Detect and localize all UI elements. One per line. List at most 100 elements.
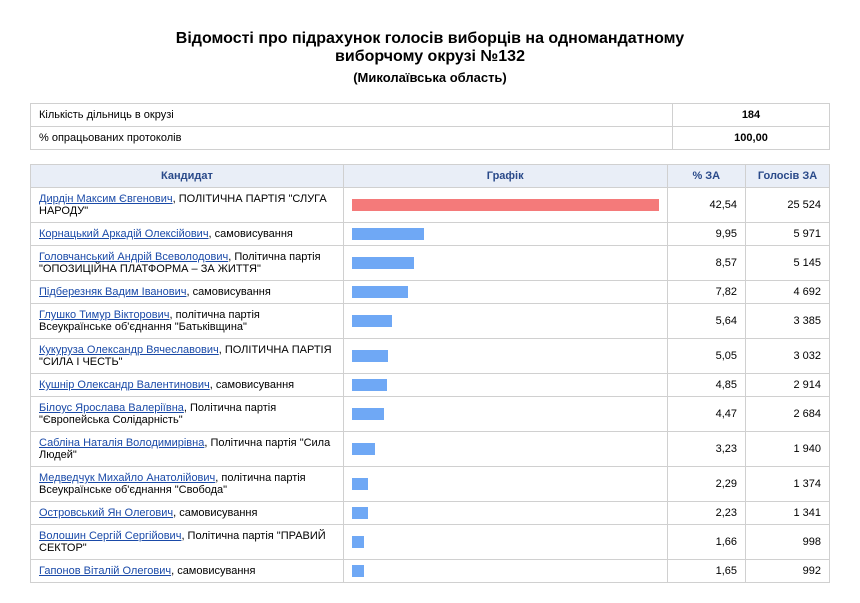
candidate-cell: Дирдін Максим Євгенович, ПОЛІТИЧНА ПАРТІ… bbox=[31, 188, 344, 223]
candidate-link[interactable]: Підберезняк Вадим Іванович bbox=[39, 286, 186, 298]
chart-cell bbox=[343, 281, 667, 304]
candidate-link[interactable]: Медведчук Михайло Анатолійович bbox=[39, 472, 215, 484]
summary-row-processed: % опрацьованих протоколів 100,00 bbox=[31, 127, 830, 150]
chart-cell bbox=[343, 467, 667, 502]
chart-cell bbox=[343, 246, 667, 281]
bar bbox=[352, 478, 369, 490]
candidate-link[interactable]: Головчанський Андрій Всеволодович bbox=[39, 251, 228, 263]
results-header-row: Кандидат Графік % ЗА Голосів ЗА bbox=[31, 165, 830, 188]
chart-cell bbox=[343, 432, 667, 467]
candidate-link[interactable]: Білоус Ярослава Валеріївна bbox=[39, 402, 184, 414]
candidate-cell: Гапонов Віталій Олегович, самовисування bbox=[31, 560, 344, 583]
candidate-cell: Островський Ян Олегович, самовисування bbox=[31, 502, 344, 525]
table-row: Островський Ян Олегович, самовисування 2,… bbox=[31, 502, 830, 525]
table-row: Кушнір Олександр Валентинович, самовисув… bbox=[31, 374, 830, 397]
title-line-2: виборчому окрузі №132 bbox=[335, 48, 525, 65]
pct-cell: 2,23 bbox=[667, 502, 745, 525]
votes-cell: 1 940 bbox=[746, 432, 830, 467]
page-subtitle: (Миколаївська область) bbox=[30, 70, 830, 85]
candidate-cell: Медведчук Михайло Анатолійович, політичн… bbox=[31, 467, 344, 502]
summary-value-processed: 100,00 bbox=[673, 127, 830, 150]
pct-cell: 5,05 bbox=[667, 339, 745, 374]
table-row: Головчанський Андрій Всеволодович, Політ… bbox=[31, 246, 830, 281]
candidate-link[interactable]: Сабліна Наталія Володимирівна bbox=[39, 437, 204, 449]
pct-cell: 4,85 bbox=[667, 374, 745, 397]
chart-cell bbox=[343, 397, 667, 432]
col-votes: Голосів ЗА bbox=[746, 165, 830, 188]
summary-label-processed: % опрацьованих протоколів bbox=[31, 127, 673, 150]
candidate-cell: Корнацький Аркадій Олексійович, самовису… bbox=[31, 223, 344, 246]
chart-cell bbox=[343, 304, 667, 339]
candidate-cell: Глушко Тимур Вікторович, політична парті… bbox=[31, 304, 344, 339]
col-pct: % ЗА bbox=[667, 165, 745, 188]
candidate-link[interactable]: Глушко Тимур Вікторович bbox=[39, 309, 170, 321]
summary-row-stations: Кількість дільниць в окрузі 184 bbox=[31, 104, 830, 127]
candidate-link[interactable]: Волошин Сергій Сергійович bbox=[39, 530, 181, 542]
candidate-cell: Підберезняк Вадим Іванович, самовисуванн… bbox=[31, 281, 344, 304]
table-row: Корнацький Аркадій Олексійович, самовису… bbox=[31, 223, 830, 246]
votes-cell: 3 385 bbox=[746, 304, 830, 339]
votes-cell: 3 032 bbox=[746, 339, 830, 374]
bar bbox=[352, 228, 424, 240]
bar bbox=[352, 408, 384, 420]
results-table: Кандидат Графік % ЗА Голосів ЗА Дирдін М… bbox=[30, 164, 830, 583]
candidate-link[interactable]: Корнацький Аркадій Олексійович bbox=[39, 228, 209, 240]
title-line-1: Відомості про підрахунок голосів виборці… bbox=[176, 30, 684, 47]
candidate-cell: Білоус Ярослава Валеріївна, Політична па… bbox=[31, 397, 344, 432]
pct-cell: 2,29 bbox=[667, 467, 745, 502]
candidate-party: , самовисування bbox=[210, 379, 294, 391]
votes-cell: 1 374 bbox=[746, 467, 830, 502]
summary-table: Кількість дільниць в окрузі 184 % опраць… bbox=[30, 103, 830, 150]
table-row: Білоус Ярослава Валеріївна, Політична па… bbox=[31, 397, 830, 432]
pct-cell: 9,95 bbox=[667, 223, 745, 246]
votes-cell: 998 bbox=[746, 525, 830, 560]
chart-cell bbox=[343, 560, 667, 583]
pct-cell: 4,47 bbox=[667, 397, 745, 432]
chart-cell bbox=[343, 339, 667, 374]
candidate-cell: Кукуруза Олександр Вячеславович, ПОЛІТИЧ… bbox=[31, 339, 344, 374]
votes-cell: 992 bbox=[746, 560, 830, 583]
table-row: Дирдін Максим Євгенович, ПОЛІТИЧНА ПАРТІ… bbox=[31, 188, 830, 223]
summary-label-stations: Кількість дільниць в окрузі bbox=[31, 104, 673, 127]
candidate-link[interactable]: Дирдін Максим Євгенович bbox=[39, 193, 173, 205]
table-row: Кукуруза Олександр Вячеславович, ПОЛІТИЧ… bbox=[31, 339, 830, 374]
col-chart: Графік bbox=[343, 165, 667, 188]
votes-cell: 1 341 bbox=[746, 502, 830, 525]
chart-cell bbox=[343, 223, 667, 246]
chart-cell bbox=[343, 502, 667, 525]
bar bbox=[352, 379, 387, 391]
candidate-link[interactable]: Кукуруза Олександр Вячеславович bbox=[39, 344, 219, 356]
bar bbox=[352, 507, 368, 519]
bar bbox=[352, 350, 388, 362]
bar bbox=[352, 286, 408, 298]
candidate-cell: Сабліна Наталія Володимирівна, Політична… bbox=[31, 432, 344, 467]
candidate-link[interactable]: Гапонов Віталій Олегович bbox=[39, 565, 171, 577]
bar bbox=[352, 257, 414, 269]
candidate-link[interactable]: Островський Ян Олегович bbox=[39, 507, 173, 519]
bar bbox=[352, 565, 364, 577]
pct-cell: 8,57 bbox=[667, 246, 745, 281]
table-row: Підберезняк Вадим Іванович, самовисуванн… bbox=[31, 281, 830, 304]
pct-cell: 1,65 bbox=[667, 560, 745, 583]
votes-cell: 2 684 bbox=[746, 397, 830, 432]
table-row: Гапонов Віталій Олегович, самовисування 1… bbox=[31, 560, 830, 583]
pct-cell: 7,82 bbox=[667, 281, 745, 304]
candidate-cell: Головчанський Андрій Всеволодович, Політ… bbox=[31, 246, 344, 281]
candidate-cell: Волошин Сергій Сергійович, Політична пар… bbox=[31, 525, 344, 560]
pct-cell: 42,54 bbox=[667, 188, 745, 223]
candidate-link[interactable]: Кушнір Олександр Валентинович bbox=[39, 379, 210, 391]
candidate-party: , самовисування bbox=[171, 565, 255, 577]
pct-cell: 5,64 bbox=[667, 304, 745, 339]
table-row: Сабліна Наталія Володимирівна, Політична… bbox=[31, 432, 830, 467]
candidate-party: , самовисування bbox=[173, 507, 257, 519]
candidate-party: , самовисування bbox=[186, 286, 270, 298]
votes-cell: 5 971 bbox=[746, 223, 830, 246]
bar bbox=[352, 199, 659, 211]
table-row: Глушко Тимур Вікторович, політична парті… bbox=[31, 304, 830, 339]
summary-value-stations: 184 bbox=[673, 104, 830, 127]
bar bbox=[352, 536, 364, 548]
page-title: Відомості про підрахунок голосів виборці… bbox=[30, 30, 830, 66]
col-candidate: Кандидат bbox=[31, 165, 344, 188]
votes-cell: 5 145 bbox=[746, 246, 830, 281]
bar bbox=[352, 315, 393, 327]
